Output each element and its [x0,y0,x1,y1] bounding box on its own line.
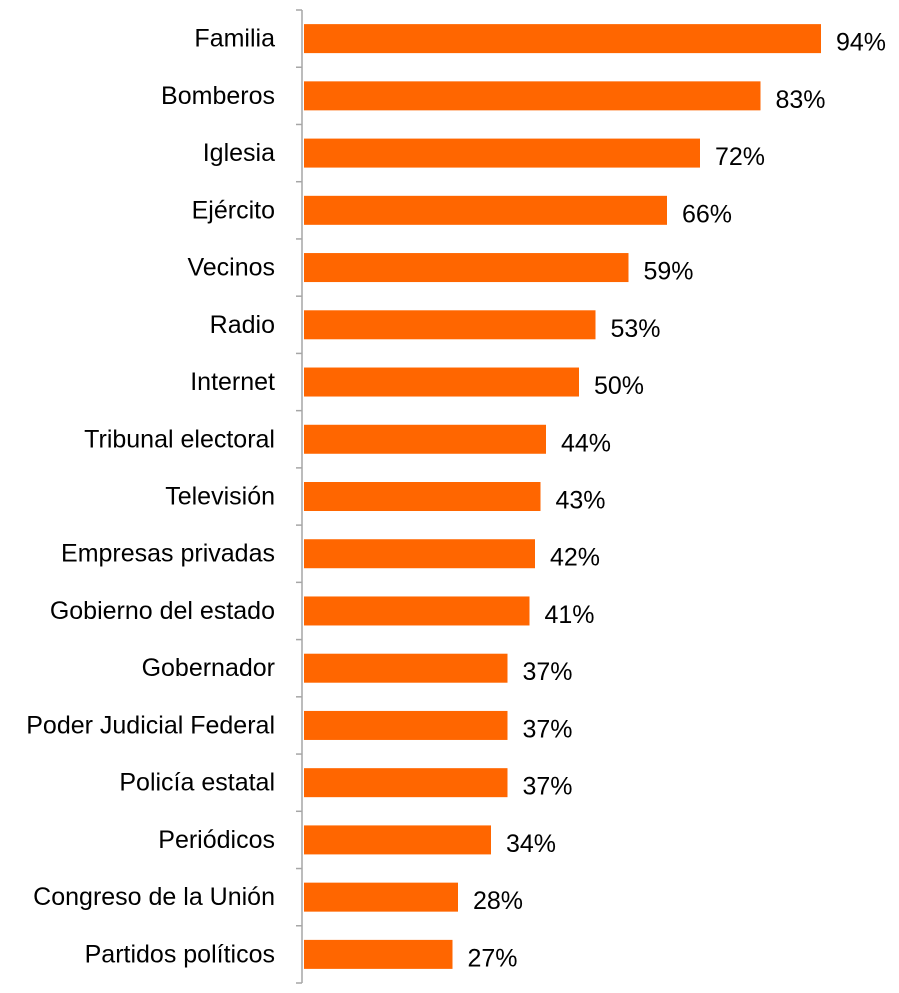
data-label: 41% [545,601,595,629]
bar [304,939,453,969]
data-label: 34% [506,830,556,858]
category-label: Televisión [165,483,275,511]
data-label: 94% [836,29,886,57]
bar [304,653,508,683]
data-label: 72% [715,143,765,171]
category-label: Poder Judicial Federal [26,711,275,739]
data-label: 42% [550,544,600,572]
bar [304,367,579,397]
category-label: Periódicos [158,826,275,854]
category-label: Partidos políticos [85,940,275,968]
bar [304,882,458,912]
data-label: 66% [682,200,732,228]
category-label: Radio [210,311,275,339]
category-label: Policía estatal [119,769,275,797]
category-label: Familia [194,25,275,53]
bar [304,24,821,54]
data-label: 43% [556,487,606,515]
category-label: Gobernador [142,654,275,682]
category-label: Ejército [192,196,275,224]
bar [304,138,700,168]
data-label: 50% [594,372,644,400]
bar [304,195,667,225]
category-axis [296,9,303,984]
category-label: Bomberos [161,82,275,110]
data-label: 37% [523,715,573,743]
value-labels-group: 94% 83% 72% 66% 59% 53% 50% 44% 43% 42% 41% 37% 37% 3… [468,29,887,973]
data-label: 28% [473,887,523,915]
bar [304,253,629,283]
category-label: Vecinos [187,254,275,282]
bar [304,310,596,340]
category-labels-group: Familia Bomberos Iglesia Ejército Vecinos Rad… [26,25,275,969]
bar [304,482,541,511]
data-label: 83% [776,86,826,114]
bar [304,596,530,626]
data-label: 37% [523,658,573,686]
bar [304,710,508,740]
bar [304,768,508,798]
bar [304,825,491,855]
category-label: Congreso de la Unión [33,883,275,911]
category-label: Gobierno del estado [50,597,275,625]
bar [304,81,761,111]
data-label: 27% [468,944,518,972]
data-label: 37% [523,773,573,801]
data-label: 44% [561,429,611,457]
data-label: 59% [644,258,694,286]
category-label: Tribunal electoral [84,425,275,453]
category-label: Internet [190,368,275,396]
category-label: Iglesia [203,139,275,167]
category-label: Empresas privadas [61,540,275,568]
bar [304,424,546,454]
bar [304,539,535,569]
data-label: 53% [611,315,661,343]
bars-group [304,24,821,969]
